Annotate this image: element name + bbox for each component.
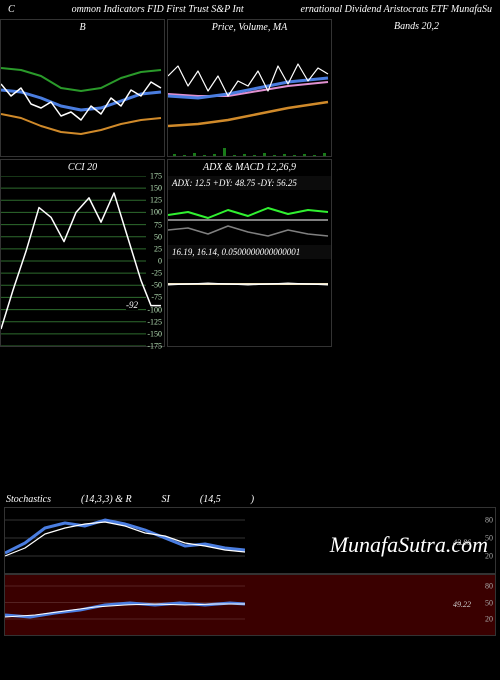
adx-values-text: ADX: 12.5 +DY: 48.75 -DY: 56.25 (168, 176, 331, 190)
chart-grid-row1: B Price, Volume, MA Bands 20,2 (0, 19, 500, 157)
stochastics-header: Stochastics (14,3,3) & R SI (14,5 ) (0, 492, 500, 507)
header-right: ernational Dividend Aristocrats ETF Muna… (301, 4, 492, 15)
watermark-text: MunafaSutra.com (330, 532, 488, 558)
panel-title: ADX & MACD 12,26,9 (168, 160, 331, 176)
stoch-label: Stochastics (6, 494, 51, 505)
chart-stochastics (5, 508, 245, 568)
panel-title: B (1, 20, 164, 36)
panel-title: CCI 20 (1, 160, 164, 176)
cci-y-labels: 1751501251007550250-25-50-75-100-125-150… (138, 176, 162, 346)
rsi-params-b: ) (251, 494, 254, 505)
macd-values-text: 16.19, 16.14, 0.0500000000000001 (168, 245, 331, 259)
panel-cci: CCI 20 1751501251007550250-25-50-75-100-… (0, 159, 165, 347)
chart-bbands-left (1, 36, 166, 156)
panel-empty (334, 159, 499, 347)
chart-adx (168, 190, 333, 240)
panel-adx-macd: ADX & MACD 12,26,9 ADX: 12.5 +DY: 48.75 … (167, 159, 332, 347)
panel-rsi: 805020 49.22 (4, 574, 496, 636)
page-header: C ommon Indicators FID First Trust S&P I… (0, 0, 500, 19)
panel-bbands-right: Bands 20,2 (334, 19, 499, 157)
chart-macd (168, 259, 333, 309)
panel-price-ma: Price, Volume, MA (167, 19, 332, 157)
rsi-current-value: 49.22 (453, 600, 471, 609)
chart-price-ma (168, 36, 333, 156)
chart-grid-row2: CCI 20 1751501251007550250-25-50-75-100-… (0, 159, 500, 347)
header-mid: ommon Indicators FID First Trust S&P Int (72, 4, 244, 15)
stochastics-panels: 805020 42.86 805020 49.22 (0, 507, 500, 636)
stoch-params: (14,3,3) & R (81, 494, 132, 505)
cci-current-value: -92 (126, 300, 138, 310)
panel-title: Bands 20,2 (334, 19, 499, 35)
panel-bbands-left: B (0, 19, 165, 157)
rsi-label: SI (162, 494, 170, 505)
header-left: C (8, 4, 15, 15)
panel-title: Price, Volume, MA (168, 20, 331, 36)
chart-rsi (5, 575, 245, 630)
rsi-params-a: (14,5 (200, 494, 221, 505)
